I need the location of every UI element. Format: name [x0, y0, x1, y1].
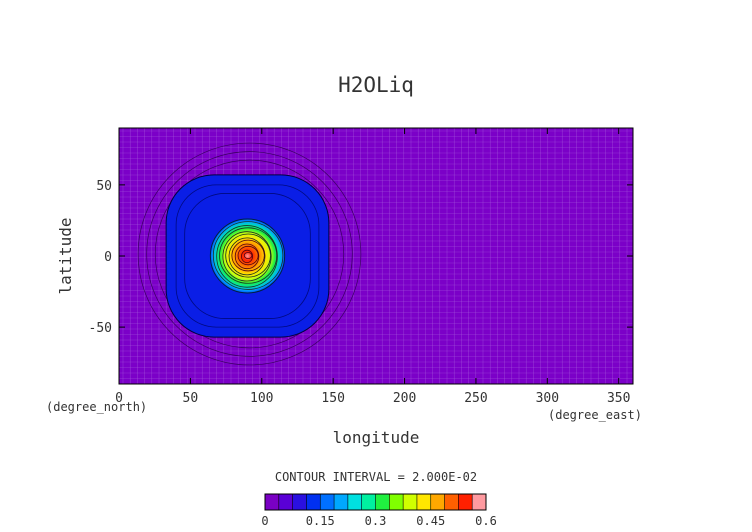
- x-tick-label: 100: [250, 391, 273, 406]
- colorbar-segment: [362, 494, 376, 510]
- colorbar-segment: [265, 494, 279, 510]
- x-unit-label: (degree_east): [548, 408, 642, 422]
- y-unit-label: (degree_north): [46, 400, 147, 414]
- colorbar-segment: [348, 494, 362, 510]
- colorbar-segment: [458, 494, 472, 510]
- colorbar-segment: [431, 494, 445, 510]
- x-tick-label: 300: [536, 391, 559, 406]
- core-disk: [210, 219, 284, 293]
- chart-title: H2OLiq: [338, 73, 414, 97]
- colorbar-tick-label: 0.15: [306, 514, 335, 528]
- y-tick-label: 0: [104, 250, 112, 265]
- y-axis-label: latitude: [56, 217, 75, 294]
- colorbar-segment: [472, 494, 486, 510]
- x-tick-label: 250: [464, 391, 487, 406]
- colorbar-tick-label: 0.45: [416, 514, 445, 528]
- y-tick-label: 50: [96, 179, 112, 194]
- contour-interval-label: CONTOUR INTERVAL = 2.000E-02: [275, 470, 477, 484]
- plot-area: [119, 128, 633, 384]
- colorbar-segment: [376, 494, 390, 510]
- x-tick-label: 200: [393, 391, 416, 406]
- colorbar-tick-label: 0.3: [365, 514, 387, 528]
- colorbar: 0 0.15 0.3 0.45 0.6: [261, 494, 496, 528]
- colorbar-segment: [445, 494, 459, 510]
- colorbar-segment: [320, 494, 334, 510]
- colorbar-segment: [293, 494, 307, 510]
- colorbar-segment: [306, 494, 320, 510]
- x-tick-label: 50: [183, 391, 199, 406]
- colorbar-segment: [417, 494, 431, 510]
- colorbar-segment: [334, 494, 348, 510]
- colorbar-segment: [403, 494, 417, 510]
- x-tick-label: 150: [321, 391, 344, 406]
- colorbar-segment: [279, 494, 293, 510]
- colorbar-tick-label: 0.6: [475, 514, 497, 528]
- colorbar-tick-label: 0: [261, 514, 268, 528]
- x-tick-label: 350: [607, 391, 630, 406]
- colorbar-segment: [389, 494, 403, 510]
- x-axis-label: longitude: [333, 428, 420, 447]
- y-tick-label: -50: [89, 321, 112, 336]
